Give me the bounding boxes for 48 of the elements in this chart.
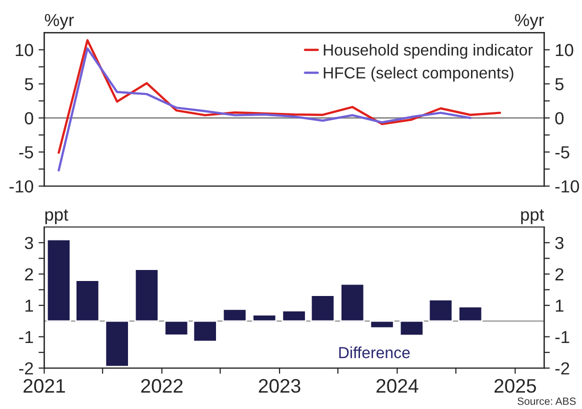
y-tick-label: 2 [25,268,33,280]
bar [282,310,306,322]
bar [399,320,424,336]
y-tick-label: 0 [24,112,34,124]
y-tick-label: 3 [24,236,34,250]
y2-tick-label: -2 [555,362,570,374]
y-tick-label: -2 [19,362,33,374]
x-tick-label: 2022 [141,379,183,393]
y2-tick-label: 2 [555,268,564,280]
source-note: Source: ABS [518,398,576,405]
bar [75,280,100,322]
bar [164,320,189,336]
y-tick-label: -1 [19,331,33,344]
y-tick-label: -10 [9,180,34,193]
y-axis-title: ppt [45,209,68,224]
y2-tick-label: 10 [556,44,574,56]
y2-tick-label: 3 [555,236,564,250]
bar [370,320,394,329]
bar [310,294,336,322]
bar [222,308,248,322]
bar [46,238,72,322]
y2-tick-label: -1 [555,331,570,344]
legend-label: HFCE (select components) [324,66,514,82]
y2-tick-label: 5 [555,78,564,90]
bar [428,299,453,322]
x-tick-label: 2023 [258,379,300,393]
legend-label: Household spending indicator [324,44,533,59]
x-tick-label: 2024 [376,379,418,393]
bar [134,268,160,322]
y-tick-label: 5 [24,78,34,90]
y2-axis-title: %yr [514,14,544,30]
x-tick-label: 2025 [494,379,536,393]
y2-axis-title: ppt [521,209,544,224]
bar [104,320,130,368]
y-tick-label: -5 [19,146,34,158]
bar [340,283,365,322]
y2-tick-label: -5 [555,146,570,158]
y2-tick-label: -10 [555,180,579,193]
y-axis-title: %yr [44,14,74,30]
bar [458,306,483,322]
x-tick-label: 2021 [24,379,65,393]
y2-tick-label: 1 [556,300,564,312]
bar [192,320,218,342]
y2-tick-label: 0 [555,112,564,124]
annotation: Difference [339,346,410,358]
y-tick-label: 1 [25,300,33,312]
bar [252,314,277,322]
y-tick-label: 10 [16,44,34,56]
